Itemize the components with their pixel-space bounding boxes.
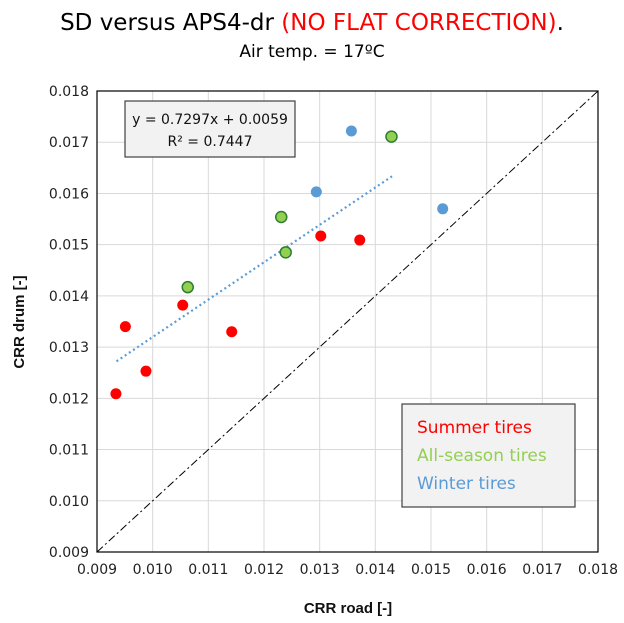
- summer-point: [110, 388, 122, 400]
- x-tick-label: 0.014: [355, 562, 395, 578]
- y-tick-label: 0.010: [49, 494, 89, 510]
- reference-line-y-equals-x: [96, 90, 599, 553]
- winter-point: [310, 186, 322, 198]
- y-tick-label: 0.015: [49, 238, 89, 254]
- x-tick-label: 0.012: [244, 562, 284, 578]
- data-points: [110, 125, 449, 400]
- y-tick-label: 0.016: [49, 186, 89, 202]
- equation-box-frame: [124, 100, 296, 158]
- trendline-equation-box: y = 0.7297x + 0.0059 R² = 0.7447: [124, 100, 296, 158]
- chart-subtitle: Air temp. = 17ºC: [239, 42, 384, 62]
- r-squared-text: R² = 0.7447: [168, 134, 253, 150]
- y-tick-label: 0.014: [49, 289, 89, 305]
- all-season-point: [275, 210, 288, 224]
- y-tick-label: 0.013: [49, 340, 89, 356]
- summer-point: [315, 230, 327, 242]
- x-axis-ticks: 0.009 0.010 0.011 0.012 0.013 0.014 0.015 0.016…: [77, 562, 618, 578]
- x-tick-label: 0.018: [578, 562, 618, 578]
- legend-frame: [401, 403, 576, 508]
- summer-point: [226, 326, 238, 338]
- chart-title-main: SD versus APS4-dr: [60, 10, 281, 36]
- y-tick-label: 0.017: [49, 135, 89, 151]
- reference-line-group: [96, 90, 599, 553]
- y-axis-title: CRR drum [-]: [11, 275, 28, 368]
- x-tick-label: 0.009: [77, 562, 117, 578]
- summer-point: [140, 365, 152, 377]
- summer-point: [177, 299, 189, 311]
- chart-title-highlight: (NO FLAT CORRECTION): [281, 10, 556, 36]
- equation-text: y = 0.7297x + 0.0059: [132, 112, 288, 128]
- y-tick-label: 0.012: [49, 391, 89, 407]
- all-season-point: [385, 130, 398, 143]
- all-season-point: [181, 280, 194, 294]
- legend-item-summer: Summer tires: [417, 418, 532, 438]
- x-axis-title: CRR road [-]: [304, 600, 392, 617]
- plot-border: [96, 90, 599, 553]
- winter-point: [345, 125, 357, 137]
- x-tick-label: 0.010: [133, 562, 173, 578]
- trendline: [115, 175, 393, 363]
- legend: Summer tires All-season tires Winter tir…: [401, 403, 576, 508]
- x-tick-label: 0.011: [188, 562, 228, 578]
- chart-title: SD versus APS4-dr (NO FLAT CORRECTION).: [60, 10, 564, 36]
- summer-point: [119, 321, 131, 333]
- legend-item-all-season: All-season tires: [417, 446, 547, 466]
- y-axis-ticks: 0.009 0.010 0.011 0.012 0.013 0.014 0.015 0.016…: [49, 84, 89, 561]
- chart-title-end: .: [557, 10, 564, 36]
- all-season-point: [279, 246, 292, 259]
- x-tick-label: 0.017: [522, 562, 562, 578]
- x-tick-label: 0.013: [300, 562, 340, 578]
- trendline-group: [115, 175, 393, 363]
- y-tick-label: 0.011: [49, 443, 89, 459]
- winter-point: [437, 203, 449, 215]
- x-tick-label: 0.016: [467, 562, 507, 578]
- summer-point: [354, 234, 366, 246]
- y-tick-label: 0.018: [49, 84, 89, 100]
- legend-item-winter: Winter tires: [417, 474, 516, 494]
- y-tick-label: 0.009: [49, 545, 89, 561]
- x-tick-label: 0.015: [411, 562, 451, 578]
